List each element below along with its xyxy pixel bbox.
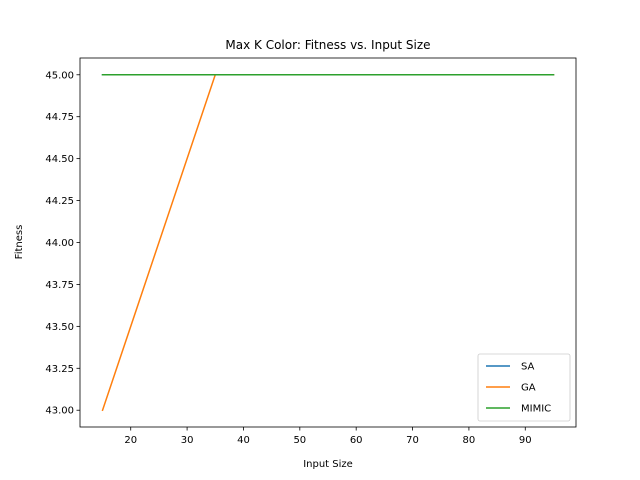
x-tick-label: 60 [350,435,363,446]
x-tick-label: 70 [406,435,419,446]
y-tick-label: 43.25 [45,364,74,375]
y-tick-label: 45.00 [45,70,74,81]
y-tick-label: 43.00 [45,406,74,417]
legend: SA GA MIMIC [477,353,571,422]
y-axis-label: Fitness [14,225,25,260]
x-tick-label: 80 [463,435,476,446]
legend-label-ga: GA [521,383,536,394]
x-tick-label: 20 [124,435,137,446]
legend-box [477,353,571,422]
x-tick-label: 50 [293,435,306,446]
y-tick-label: 44.25 [45,196,74,207]
legend-label-sa: SA [521,362,535,373]
y-tick-label: 44.75 [45,112,74,123]
legend-label-mimic: MIMIC [521,404,551,415]
x-axis-label: Input Size [303,459,353,470]
x-axis: 20 30 40 50 60 70 80 90 [124,427,532,446]
plot-area [101,74,555,412]
y-tick-label: 44.50 [45,154,74,165]
y-tick-label: 43.75 [45,280,74,291]
x-tick-label: 90 [519,435,532,446]
x-tick-label: 30 [181,435,194,446]
x-tick-label: 40 [237,435,250,446]
chart-title: Max K Color: Fitness vs. Input Size [225,38,430,52]
y-tick-label: 43.50 [45,322,74,333]
y-axis: 43.00 43.25 43.50 43.75 44.00 44.25 44.50 44.75… [45,70,80,417]
y-tick-label: 44.00 [45,238,74,249]
